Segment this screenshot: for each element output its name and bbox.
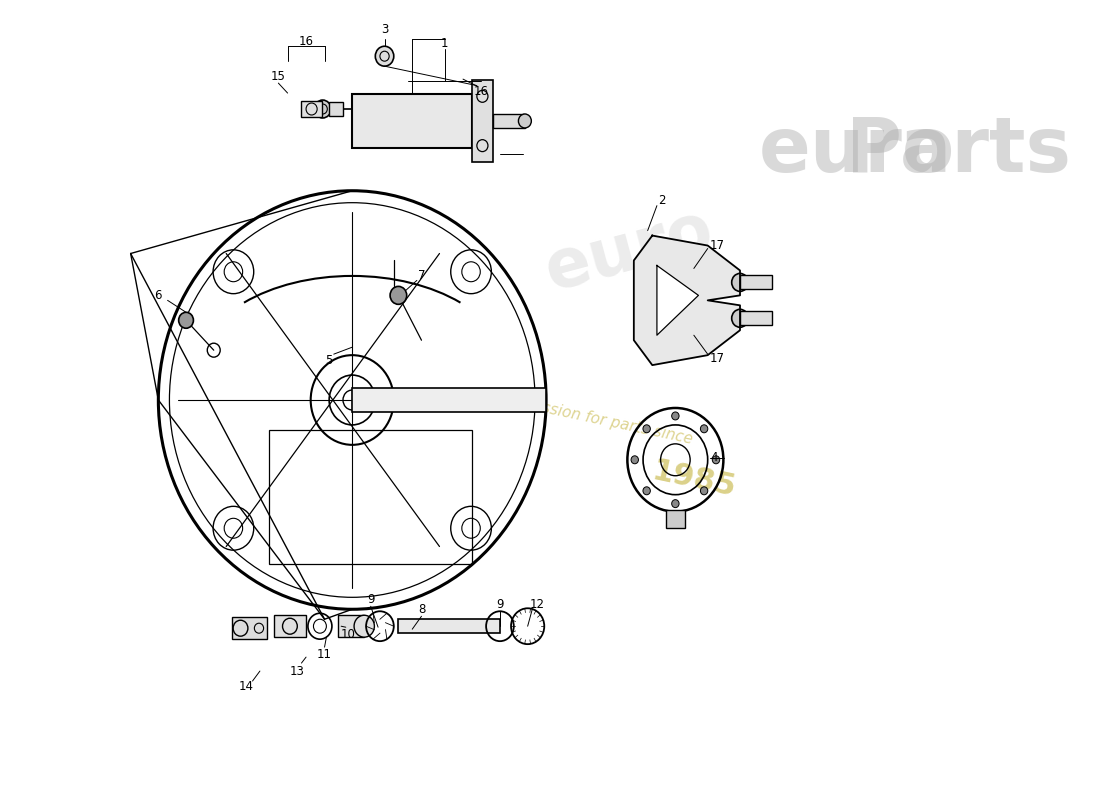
- Bar: [274, 615, 306, 637]
- Text: 8: 8: [418, 602, 426, 616]
- Text: 2: 2: [658, 194, 666, 207]
- Text: a passion for parts since: a passion for parts since: [508, 393, 694, 446]
- Bar: [740, 311, 772, 326]
- Bar: [339, 615, 364, 637]
- Circle shape: [732, 310, 748, 327]
- Polygon shape: [634, 235, 740, 365]
- Bar: [329, 102, 343, 116]
- Bar: [398, 619, 500, 633]
- Text: euro: euro: [759, 114, 955, 188]
- Circle shape: [713, 456, 719, 464]
- Text: 6: 6: [155, 289, 162, 302]
- Text: 14: 14: [239, 681, 254, 694]
- Text: 17: 17: [710, 239, 725, 252]
- Text: Parts: Parts: [846, 114, 1071, 188]
- Bar: [472, 80, 493, 162]
- Text: 17: 17: [710, 352, 725, 365]
- Text: 7: 7: [418, 269, 426, 282]
- Text: 3: 3: [381, 22, 388, 36]
- Circle shape: [375, 46, 394, 66]
- Circle shape: [672, 500, 679, 508]
- Circle shape: [518, 114, 531, 128]
- Text: 15: 15: [271, 70, 286, 82]
- Text: 11: 11: [317, 648, 332, 661]
- Circle shape: [672, 412, 679, 420]
- Bar: [352, 94, 472, 148]
- Text: 9: 9: [367, 593, 374, 606]
- Text: 1: 1: [441, 37, 449, 50]
- Text: euro: euro: [538, 197, 720, 305]
- Circle shape: [390, 286, 407, 304]
- Text: 1985: 1985: [649, 457, 738, 502]
- Polygon shape: [657, 266, 698, 335]
- Text: 10: 10: [340, 628, 355, 641]
- Bar: [667, 510, 684, 527]
- Bar: [352, 388, 546, 412]
- Text: 16: 16: [474, 85, 490, 98]
- Bar: [270, 430, 472, 565]
- Circle shape: [644, 487, 650, 494]
- Circle shape: [701, 487, 707, 494]
- Bar: [493, 114, 525, 128]
- Circle shape: [644, 425, 650, 433]
- Bar: [301, 101, 322, 117]
- Text: 12: 12: [529, 598, 544, 610]
- Circle shape: [354, 615, 374, 637]
- Text: 9: 9: [496, 598, 504, 610]
- Circle shape: [631, 456, 638, 464]
- Circle shape: [178, 312, 194, 328]
- Text: 4: 4: [711, 451, 718, 464]
- Bar: [740, 275, 772, 290]
- Text: 16: 16: [298, 34, 314, 48]
- Circle shape: [732, 274, 748, 291]
- Text: 13: 13: [289, 665, 305, 678]
- Circle shape: [701, 425, 707, 433]
- Bar: [232, 618, 267, 639]
- Text: 5: 5: [326, 354, 333, 366]
- Circle shape: [315, 100, 331, 118]
